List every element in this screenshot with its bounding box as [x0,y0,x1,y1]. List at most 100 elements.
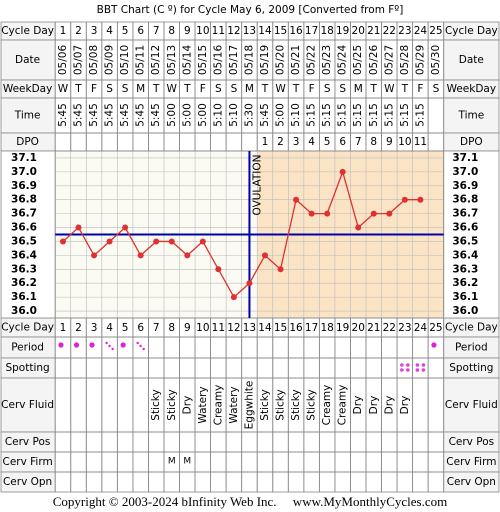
weekday: T [261,83,269,95]
time: 5:10 [228,103,240,127]
date: 05/11 [135,45,147,75]
cycle-day: 22 [383,322,396,334]
row-label: Period [455,342,488,354]
y-tick-label: 36.9 [452,180,478,192]
temperature-point [339,168,346,175]
weekday: T [183,83,191,95]
cycle-day: 18 [320,322,333,334]
y-tick-label: 36.5 [452,235,478,247]
cycle-day: 9 [184,322,191,334]
row-label: Cerv Pos [449,436,495,448]
dpo: 3 [293,136,300,148]
row-label-cell [443,97,500,134]
spotting-dot [421,368,426,372]
date: 05/30 [430,45,442,75]
row-label: Date [15,54,40,66]
time: 5:15 [352,103,364,127]
temperature-point [122,224,129,231]
cycle-day: 6 [137,25,144,37]
cycle-day: 13 [243,25,256,37]
axis-cell [443,150,500,319]
row-label: Period [11,342,44,354]
cycle-day: 11 [212,322,225,334]
time: 5:00 [181,103,193,127]
row-label: Spotting [5,362,49,374]
row-label: Cerv Opn [447,476,496,488]
cycle-day: 17 [305,25,318,37]
row-label: Cerv Fluid [445,399,498,411]
spotting-dot [400,368,404,372]
ovulation-label: OVULATION [251,154,263,215]
row-label: Cerv Firm [2,456,52,468]
temperature-point [153,238,160,245]
date: 05/16 [212,45,224,76]
cycle-day: 23 [398,322,411,334]
weekday: T [370,83,378,95]
date: 05/29 [414,45,426,75]
row-label: Time [14,110,41,122]
cerv-fluid: Dry [368,396,380,415]
date: 05/14 [181,45,193,76]
dpo: 11 [414,136,427,148]
temperature-point [168,238,175,245]
temperature-point [386,210,393,217]
cycle-day: 6 [137,322,144,334]
time: 5:15 [414,103,426,127]
cycle-day: 20 [352,322,365,334]
cycle-day: 21 [367,322,380,334]
y-tick-label: 37.1 [11,152,37,164]
cycle-day: 11 [212,25,225,37]
cerv-fluid: Creamy [337,385,349,426]
row-label-cell [0,39,56,81]
dpo: 2 [277,136,284,148]
date: 05/10 [119,45,131,75]
cycle-day: 3 [91,25,98,37]
time: 5:00 [275,103,287,127]
weekday: T [292,83,300,95]
weekday: M [354,83,363,95]
cerv-fluid: Sticky [259,389,271,420]
y-tick-label: 36.6 [11,222,37,234]
period-spot [108,344,111,348]
weekday: S [215,83,222,95]
dpo: 4 [308,136,315,148]
cerv-fluid: Dry [399,396,411,415]
period-spot [111,347,114,351]
weekday: F [309,83,315,95]
temperature-point [215,266,222,273]
time: 5:00 [197,103,209,127]
cycle-day: 19 [336,322,349,334]
footer: Copyright © 2003-2024 bInfinity Web Inc.… [53,494,447,509]
y-tick-label: 36.0 [11,305,37,317]
cycle-day: 14 [258,25,272,37]
period-dot [431,342,437,348]
temperature-point [230,294,237,301]
row-label: Cycle Day [445,25,498,37]
row-label: Cerv Fluid [1,399,54,411]
row-label-cell [443,39,500,81]
weekday: W [167,83,178,95]
cycle-day: 16 [289,25,303,37]
cerv-fluid: Creamy [321,385,333,426]
row-label: Cycle Day [445,322,498,334]
cycle-day: 15 [274,322,287,334]
dpo: 9 [386,136,393,148]
cell [427,471,445,493]
spotting-dot [406,363,410,367]
cerv-fluid: Watery [228,386,240,423]
temperature-point [324,210,331,217]
temperature-point [137,252,144,259]
time: 5:15 [368,103,380,127]
cycle-day: 5 [122,25,129,37]
cycle-day: 1 [60,25,67,37]
weekday: S [231,83,238,95]
date: 05/09 [104,45,116,75]
time: 5:45 [73,103,85,127]
cycle-day: 16 [289,322,303,334]
weekday: S [324,83,331,95]
weekday: S [339,83,346,95]
date: 05/19 [259,45,271,75]
time: 5:45 [135,103,147,127]
